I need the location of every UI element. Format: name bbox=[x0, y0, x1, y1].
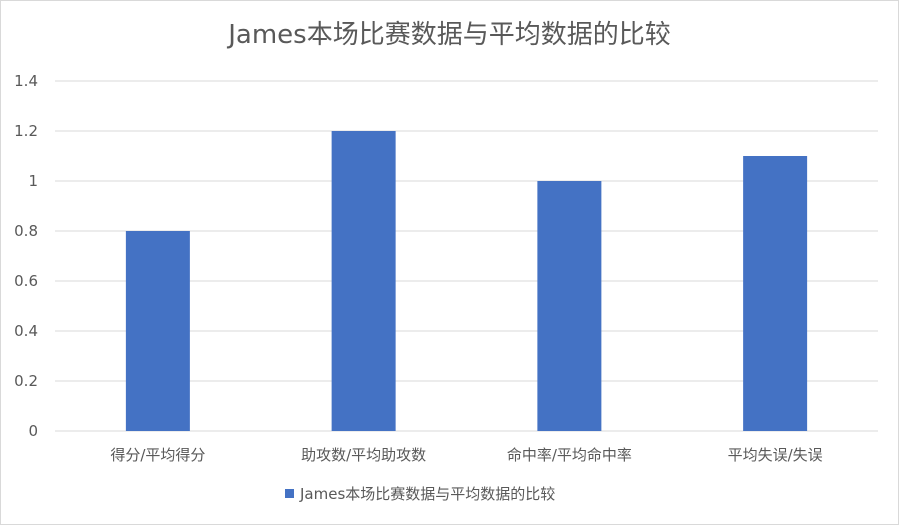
x-axis-ticks: 得分/平均得分 助攻数/平均助攻数 命中率/平均命中率 平均失误/失误 bbox=[110, 446, 822, 464]
x-tick-label: 助攻数/平均助攻数 bbox=[301, 446, 426, 464]
bar bbox=[537, 181, 602, 431]
x-tick-label: 得分/平均得分 bbox=[110, 446, 205, 464]
y-tick-label: 0.6 bbox=[14, 272, 38, 290]
legend: James本场比赛数据与平均数据的比较 bbox=[285, 485, 555, 503]
gridlines bbox=[55, 80, 878, 432]
bars bbox=[125, 131, 808, 431]
x-tick-label: 平均失误/失误 bbox=[728, 446, 823, 464]
y-tick-label: 1.2 bbox=[14, 122, 38, 140]
y-tick-label: 0.8 bbox=[14, 222, 38, 240]
chart-title: James本场比赛数据与平均数据的比较 bbox=[228, 20, 671, 50]
legend-label: James本场比赛数据与平均数据的比较 bbox=[299, 485, 555, 503]
bar bbox=[743, 156, 808, 431]
y-tick-label: 1 bbox=[28, 172, 38, 190]
legend-swatch bbox=[285, 489, 294, 498]
y-axis-ticks: 0 0.2 0.4 0.6 0.8 1 1.2 1.4 bbox=[14, 72, 38, 440]
y-tick-label: 0 bbox=[28, 422, 38, 440]
y-tick-label: 0.4 bbox=[14, 322, 38, 340]
x-tick-label: 命中率/平均命中率 bbox=[507, 446, 632, 464]
bar bbox=[125, 231, 190, 431]
bar bbox=[331, 131, 396, 431]
y-tick-label: 0.2 bbox=[14, 372, 38, 390]
y-tick-label: 1.4 bbox=[14, 72, 38, 90]
